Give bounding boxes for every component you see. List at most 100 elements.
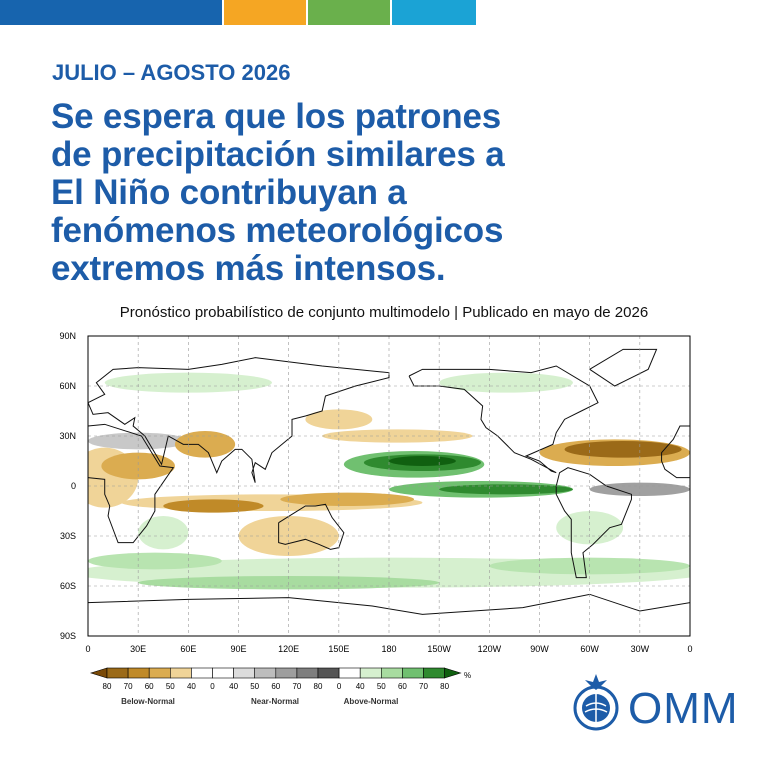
top-bar-green <box>308 0 390 25</box>
top-bar-blue <box>0 0 222 25</box>
lon-label: 30W <box>631 644 650 654</box>
omm-emblem <box>573 674 619 731</box>
lat-label: 90S <box>60 631 76 641</box>
headline-line: El Niño contribuyan a <box>51 173 407 212</box>
area <box>564 441 682 458</box>
area <box>138 516 189 550</box>
lon-label: 30E <box>130 644 146 654</box>
coastline <box>88 357 390 483</box>
legend-swatch <box>317 667 340 679</box>
coastline <box>661 425 690 479</box>
coastline <box>408 365 599 474</box>
area <box>439 372 573 393</box>
legend-swatch <box>212 667 234 679</box>
legend-value: 50 <box>250 682 259 691</box>
legend-value: 40 <box>356 682 365 691</box>
graticule <box>88 336 690 636</box>
legend-group: Below-Normal <box>121 697 175 706</box>
legend-value: 80 <box>103 682 112 691</box>
legend-swatch <box>444 667 462 679</box>
legend-group: Above-Normal <box>344 697 399 706</box>
legend-swatch <box>191 667 213 679</box>
lon-label: 150E <box>328 644 349 654</box>
lon-label: 0 <box>85 644 90 654</box>
legend-value: 50 <box>166 682 175 691</box>
lat-label: 0 <box>71 481 76 491</box>
legend-swatch <box>127 667 150 679</box>
coastline <box>88 593 690 615</box>
area <box>88 552 222 570</box>
lon-label: 90E <box>230 644 246 654</box>
lat-label: 60S <box>60 581 76 591</box>
area <box>280 492 415 507</box>
logo-text: OMM <box>628 684 739 733</box>
legend-swatch <box>338 667 361 679</box>
area <box>305 409 373 430</box>
legend-swatch <box>275 667 298 679</box>
headline: Se espera que los patrones de precipitac… <box>51 98 505 288</box>
period: JULIO – AGOSTO 2026 <box>52 60 291 85</box>
area <box>389 456 456 466</box>
map-frame <box>87 335 691 637</box>
legend-swatch <box>423 667 445 679</box>
legend-swatch <box>233 667 256 679</box>
lon-label: 60W <box>580 644 599 654</box>
legend-value: 60 <box>271 682 280 691</box>
legend-value: 80 <box>314 682 323 691</box>
legend-swatch <box>296 667 319 679</box>
legend-value: 0 <box>337 682 342 691</box>
headline-line: Se espera que los patrones <box>51 97 501 136</box>
map-labels: 90N 60N 30N 0 30S 60S 90S 0 30E 60E 90E 120E 150E 180… <box>59 331 692 654</box>
legend-swatch <box>402 667 424 679</box>
legend-value: 70 <box>419 682 428 691</box>
area <box>174 431 236 458</box>
legend-swatch <box>89 667 108 679</box>
area <box>101 452 175 480</box>
coastline <box>88 423 175 544</box>
coastlines <box>88 348 690 615</box>
lon-label: 60E <box>180 644 196 654</box>
lon-label: 180 <box>381 644 396 654</box>
headline-line: fenómenos meteorológicos <box>51 211 504 250</box>
legend-unit: % <box>464 671 471 680</box>
legend-value: 60 <box>145 682 154 691</box>
legend-swatch <box>106 667 129 679</box>
lon-label: 150W <box>427 644 451 654</box>
legend-value: 0 <box>210 682 215 691</box>
lon-label: 120W <box>478 644 502 654</box>
headline-line: de precipitación similares a <box>51 135 505 174</box>
lat-label: 90N <box>59 331 76 341</box>
coastline <box>589 348 658 387</box>
coastline <box>278 503 345 550</box>
lon-label: 0 <box>687 644 692 654</box>
subtitle: Pronóstico probabilístico de conjunto mu… <box>119 304 649 321</box>
legend-value: 80 <box>440 682 449 691</box>
lat-label: 30N <box>59 431 76 441</box>
area <box>322 429 473 443</box>
legend-value: 60 <box>398 682 407 691</box>
lon-label: 90W <box>530 644 549 654</box>
legend-value: 50 <box>377 682 386 691</box>
legend-swatch <box>380 667 403 679</box>
lat-label: 60N <box>59 381 76 391</box>
legend-value: 70 <box>124 682 133 691</box>
lat-label: 30S <box>60 531 76 541</box>
legend-swatch <box>359 667 382 679</box>
lon-label: 120E <box>278 644 299 654</box>
legend-swatch <box>148 667 171 679</box>
top-bar-cyan <box>392 0 476 25</box>
legend-value: 40 <box>187 682 196 691</box>
legend-group: Near-Normal <box>251 697 299 706</box>
coastline <box>555 467 632 579</box>
legend: 80 70 60 50 40 0 40 50 60 70 80 0 40 50 60 70 80% Below-N… <box>89 667 471 706</box>
top-bar-orange <box>224 0 306 25</box>
legend-value: 40 <box>229 682 238 691</box>
area <box>104 372 272 393</box>
legend-value: 70 <box>292 682 301 691</box>
legend-swatch <box>254 667 277 679</box>
legend-swatch <box>170 667 192 679</box>
area <box>163 499 264 513</box>
